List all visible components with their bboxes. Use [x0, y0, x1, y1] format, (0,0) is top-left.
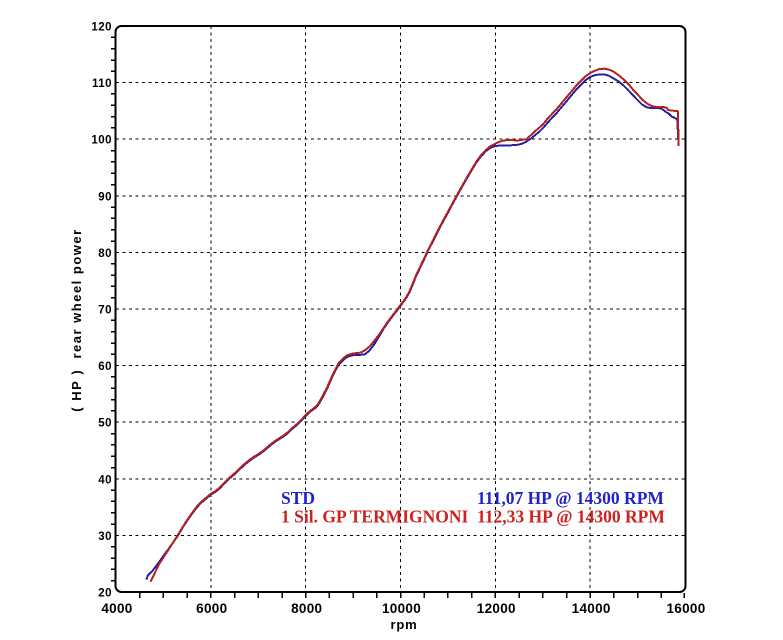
svg-text:10000: 10000 [382, 601, 421, 616]
svg-text:40: 40 [98, 474, 112, 486]
svg-text:12000: 12000 [477, 601, 516, 616]
svg-text:90: 90 [98, 191, 112, 203]
svg-text:14000: 14000 [572, 601, 611, 616]
svg-text:112,33 HP @ 14300 RPM: 112,33 HP @ 14300 RPM [477, 507, 665, 527]
svg-text:1 Sil. GP TERMIGNONI: 1 Sil. GP TERMIGNONI [281, 507, 469, 527]
svg-text:16000: 16000 [666, 601, 705, 616]
svg-text:100: 100 [91, 135, 112, 147]
svg-text:70: 70 [98, 305, 112, 317]
svg-text:4000: 4000 [101, 601, 132, 616]
svg-text:60: 60 [98, 361, 112, 373]
svg-text:6000: 6000 [196, 601, 227, 616]
svg-text:( HP ) rear wheel power: ( HP ) rear wheel power [69, 228, 84, 411]
svg-text:rpm: rpm [391, 617, 418, 632]
svg-text:50: 50 [98, 418, 112, 430]
svg-text:30: 30 [98, 531, 112, 543]
svg-text:110: 110 [92, 78, 112, 90]
svg-text:20: 20 [98, 588, 112, 600]
svg-text:120: 120 [91, 22, 112, 34]
svg-text:8000: 8000 [291, 601, 322, 616]
svg-text:111,07 HP @ 14300 RPM: 111,07 HP @ 14300 RPM [477, 488, 664, 508]
svg-text:80: 80 [98, 248, 112, 260]
svg-text:STD: STD [281, 488, 315, 508]
